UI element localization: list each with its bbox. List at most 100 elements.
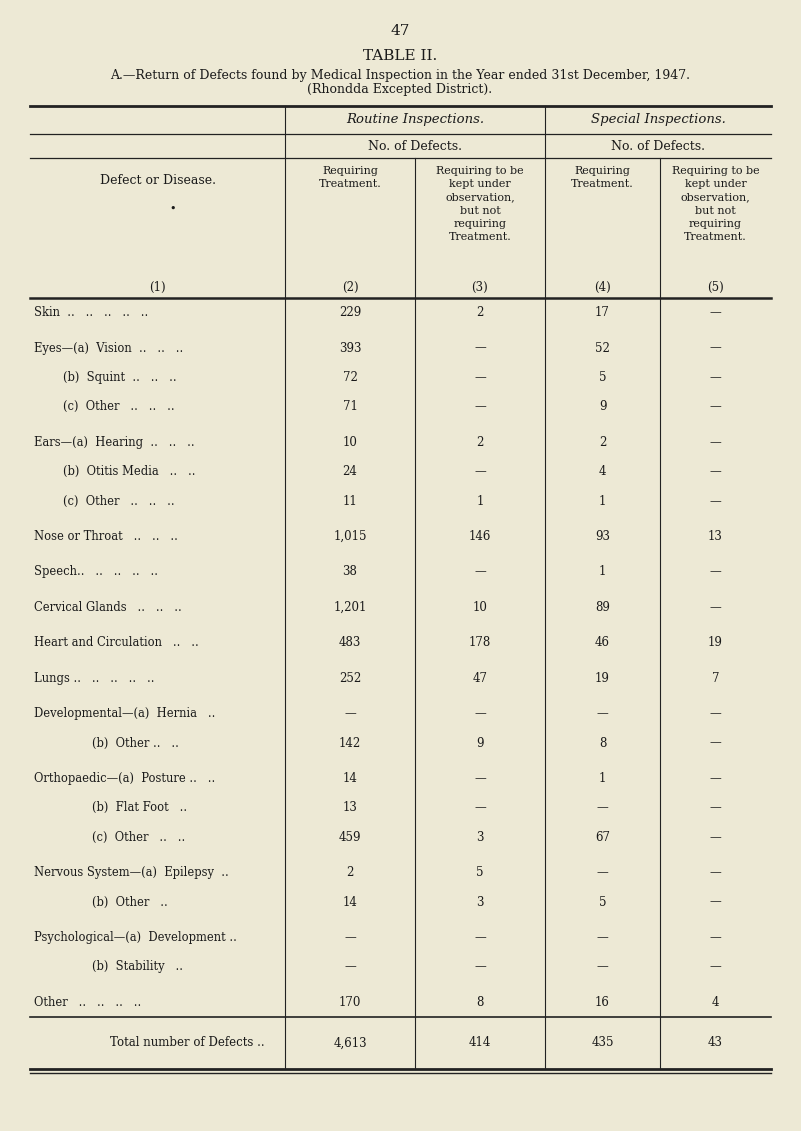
Text: 2: 2 bbox=[477, 307, 484, 319]
Text: 178: 178 bbox=[469, 637, 491, 649]
Text: —: — bbox=[344, 960, 356, 974]
Text: —: — bbox=[710, 866, 722, 879]
Text: 459: 459 bbox=[339, 831, 361, 844]
Text: 52: 52 bbox=[595, 342, 610, 355]
Text: 67: 67 bbox=[595, 831, 610, 844]
Text: Orthopaedic—(a)  Posture ..   ..: Orthopaedic—(a) Posture .. .. bbox=[34, 772, 215, 785]
Text: 4: 4 bbox=[599, 465, 606, 478]
Text: —: — bbox=[710, 772, 722, 785]
Text: 414: 414 bbox=[469, 1036, 491, 1050]
Text: 3: 3 bbox=[477, 896, 484, 908]
Text: —: — bbox=[474, 772, 486, 785]
Text: —: — bbox=[710, 707, 722, 720]
Text: Cervical Glands   ..   ..   ..: Cervical Glands .. .. .. bbox=[34, 601, 182, 614]
Text: —: — bbox=[474, 566, 486, 578]
Text: 72: 72 bbox=[343, 371, 357, 385]
Text: —: — bbox=[474, 960, 486, 974]
Text: (1): (1) bbox=[149, 280, 166, 294]
Text: Requiring to be
kept under
observation,
but not
requiring
Treatment.: Requiring to be kept under observation, … bbox=[437, 166, 524, 242]
Text: 19: 19 bbox=[708, 637, 723, 649]
Text: Defect or Disease.: Defect or Disease. bbox=[99, 174, 215, 187]
Text: (b)  Other ..   ..: (b) Other .. .. bbox=[34, 736, 179, 750]
Text: —: — bbox=[710, 371, 722, 385]
Text: 3: 3 bbox=[477, 831, 484, 844]
Text: —: — bbox=[474, 342, 486, 355]
Text: 1,015: 1,015 bbox=[333, 530, 367, 543]
Text: (b)  Squint  ..   ..   ..: (b) Squint .. .. .. bbox=[34, 371, 177, 385]
Text: Ears—(a)  Hearing  ..   ..   ..: Ears—(a) Hearing .. .. .. bbox=[34, 435, 195, 449]
Text: (c)  Other   ..   ..: (c) Other .. .. bbox=[34, 831, 185, 844]
Text: Speech..   ..   ..   ..   ..: Speech.. .. .. .. .. bbox=[34, 566, 158, 578]
Text: 170: 170 bbox=[339, 995, 361, 1009]
Text: —: — bbox=[597, 931, 609, 944]
Text: —: — bbox=[597, 960, 609, 974]
Text: 4,613: 4,613 bbox=[333, 1036, 367, 1050]
Text: —: — bbox=[474, 371, 486, 385]
Text: 93: 93 bbox=[595, 530, 610, 543]
Text: 9: 9 bbox=[599, 400, 606, 414]
Text: (c)  Other   ..   ..   ..: (c) Other .. .. .. bbox=[34, 494, 175, 508]
Text: No. of Defects.: No. of Defects. bbox=[368, 139, 462, 153]
Text: 17: 17 bbox=[595, 307, 610, 319]
Text: 14: 14 bbox=[343, 772, 357, 785]
Text: (5): (5) bbox=[707, 280, 724, 294]
Text: 8: 8 bbox=[477, 995, 484, 1009]
Text: Skin  ..   ..   ..   ..   ..: Skin .. .. .. .. .. bbox=[34, 307, 148, 319]
Text: Lungs ..   ..   ..   ..   ..: Lungs .. .. .. .. .. bbox=[34, 672, 155, 684]
Text: 24: 24 bbox=[343, 465, 357, 478]
Text: 71: 71 bbox=[343, 400, 357, 414]
Text: —: — bbox=[474, 465, 486, 478]
Text: •: • bbox=[169, 204, 175, 214]
Text: 5: 5 bbox=[599, 371, 606, 385]
Text: —: — bbox=[710, 896, 722, 908]
Text: 9: 9 bbox=[477, 736, 484, 750]
Text: 146: 146 bbox=[469, 530, 491, 543]
Text: (2): (2) bbox=[342, 280, 358, 294]
Text: 393: 393 bbox=[339, 342, 361, 355]
Text: —: — bbox=[710, 960, 722, 974]
Text: 1: 1 bbox=[599, 566, 606, 578]
Text: Special Inspections.: Special Inspections. bbox=[590, 113, 726, 127]
Text: Requiring
Treatment.: Requiring Treatment. bbox=[571, 166, 634, 189]
Text: 5: 5 bbox=[477, 866, 484, 879]
Text: —: — bbox=[710, 802, 722, 814]
Text: —: — bbox=[710, 601, 722, 614]
Text: —: — bbox=[474, 400, 486, 414]
Text: 229: 229 bbox=[339, 307, 361, 319]
Text: 483: 483 bbox=[339, 637, 361, 649]
Text: 10: 10 bbox=[343, 435, 357, 449]
Text: 46: 46 bbox=[595, 637, 610, 649]
Text: 11: 11 bbox=[343, 494, 357, 508]
Text: 47: 47 bbox=[473, 672, 488, 684]
Text: —: — bbox=[710, 831, 722, 844]
Text: —: — bbox=[710, 566, 722, 578]
Text: —: — bbox=[474, 802, 486, 814]
Text: 4: 4 bbox=[712, 995, 719, 1009]
Text: A.—Return of Defects found by Medical Inspection in the Year ended 31st December: A.—Return of Defects found by Medical In… bbox=[110, 69, 690, 83]
Text: 10: 10 bbox=[473, 601, 488, 614]
Text: —: — bbox=[344, 931, 356, 944]
Text: 8: 8 bbox=[599, 736, 606, 750]
Text: (3): (3) bbox=[472, 280, 489, 294]
Text: Heart and Circulation   ..   ..: Heart and Circulation .. .. bbox=[34, 637, 199, 649]
Text: —: — bbox=[597, 802, 609, 814]
Text: Total number of Defects ..: Total number of Defects .. bbox=[111, 1036, 265, 1050]
Text: 5: 5 bbox=[599, 896, 606, 908]
Text: —: — bbox=[710, 435, 722, 449]
Text: Other   ..   ..   ..   ..: Other .. .. .. .. bbox=[34, 995, 141, 1009]
Text: Developmental—(a)  Hernia   ..: Developmental—(a) Hernia .. bbox=[34, 707, 215, 720]
Text: —: — bbox=[474, 707, 486, 720]
Text: 2: 2 bbox=[477, 435, 484, 449]
Text: (b)  Other   ..: (b) Other .. bbox=[34, 896, 167, 908]
Text: (4): (4) bbox=[594, 280, 611, 294]
Text: —: — bbox=[597, 866, 609, 879]
Text: —: — bbox=[710, 400, 722, 414]
Text: 2: 2 bbox=[346, 866, 354, 879]
Text: —: — bbox=[710, 494, 722, 508]
Text: 7: 7 bbox=[712, 672, 719, 684]
Text: —: — bbox=[344, 707, 356, 720]
Text: No. of Defects.: No. of Defects. bbox=[611, 139, 705, 153]
Text: 435: 435 bbox=[591, 1036, 614, 1050]
Text: 47: 47 bbox=[390, 24, 409, 38]
Text: (c)  Other   ..   ..   ..: (c) Other .. .. .. bbox=[34, 400, 175, 414]
